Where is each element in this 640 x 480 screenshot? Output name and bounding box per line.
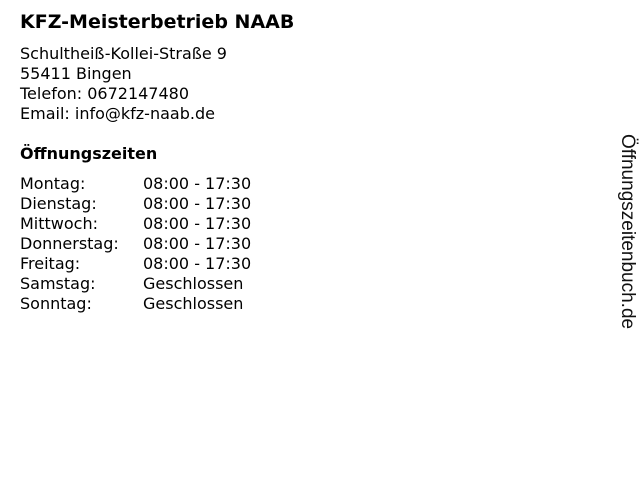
hours-row: Samstag: Geschlossen xyxy=(20,274,251,294)
time: Geschlossen xyxy=(143,274,244,293)
hours-table: Montag: 08:00 - 17:30 Dienstag: 08:00 - 17… xyxy=(20,174,251,314)
time: 08:00 - 17:30 xyxy=(143,174,252,193)
watermark-text: Öffnungszeitenbuch.de xyxy=(617,134,638,330)
hours-row: Montag: 08:00 - 17:30 xyxy=(20,174,251,194)
day: Samstag: xyxy=(20,274,96,293)
day: Freitag: xyxy=(20,254,81,273)
email: Email: info@kfz-naab.de xyxy=(20,104,215,123)
time: Geschlossen xyxy=(143,294,244,313)
hours-row: Freitag: 08:00 - 17:30 xyxy=(20,254,251,274)
day: Mittwoch: xyxy=(20,214,98,233)
hours-row: Sonntag: Geschlossen xyxy=(20,294,251,314)
hours-row: Donnerstag: 08:00 - 17:30 xyxy=(20,234,251,254)
phone: Telefon: 0672147480 xyxy=(20,84,190,103)
day: Sonntag: xyxy=(20,294,92,313)
hours-heading: Öffnungszeiten xyxy=(20,144,158,163)
day: Montag: xyxy=(20,174,86,193)
day: Donnerstag: xyxy=(20,234,119,253)
address-block: Schultheiß-Kollei-Straße 9 55411 Bingen … xyxy=(20,44,227,124)
city: 55411 Bingen xyxy=(20,64,132,83)
street: Schultheiß-Kollei-Straße 9 xyxy=(20,44,227,63)
business-name: KFZ-Meisterbetrieb NAAB xyxy=(20,11,295,33)
hours-row: Mittwoch: 08:00 - 17:30 xyxy=(20,214,251,234)
time: 08:00 - 17:30 xyxy=(143,254,252,273)
day: Dienstag: xyxy=(20,194,97,213)
time: 08:00 - 17:30 xyxy=(143,214,252,233)
hours-row: Dienstag: 08:00 - 17:30 xyxy=(20,194,251,214)
time: 08:00 - 17:30 xyxy=(143,194,252,213)
time: 08:00 - 17:30 xyxy=(143,234,252,253)
